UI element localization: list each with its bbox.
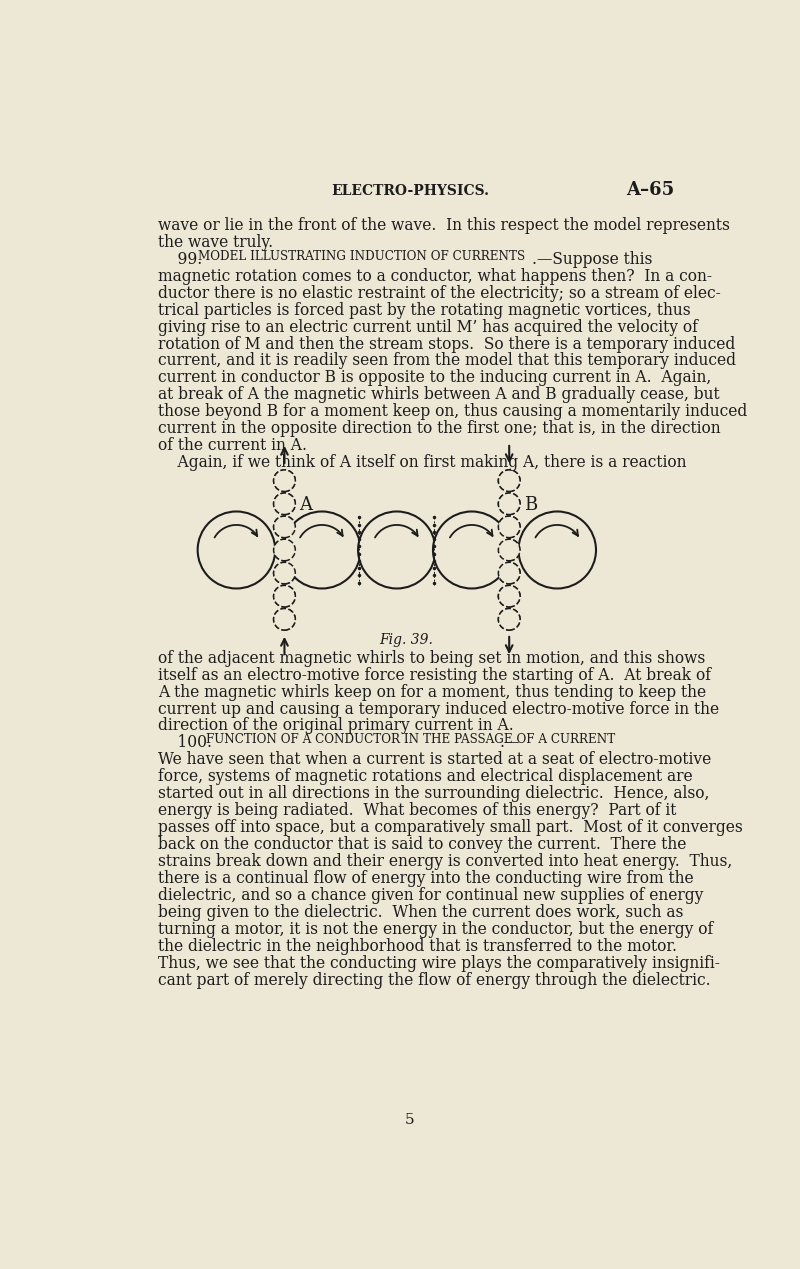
Text: at break of A the magnetic whirls between A and B gradually cease, but: at break of A the magnetic whirls betwee… (158, 386, 720, 404)
Text: ELECTRO-PHYSICS.: ELECTRO-PHYSICS. (331, 184, 489, 198)
Text: back on the conductor that is said to convey the current.  There the: back on the conductor that is said to co… (158, 836, 686, 853)
Text: wave or lie in the front of the wave.  In this respect the model represents: wave or lie in the front of the wave. In… (158, 217, 730, 233)
Text: energy is being radiated.  What becomes of this energy?  Part of it: energy is being radiated. What becomes o… (158, 802, 677, 820)
Text: 99.: 99. (158, 251, 206, 268)
Circle shape (274, 470, 295, 491)
Circle shape (498, 539, 520, 561)
Text: A the magnetic whirls keep on for a moment, thus tending to keep the: A the magnetic whirls keep on for a mome… (158, 684, 706, 700)
Text: turning a motor, it is not the energy in the conductor, but the energy of: turning a motor, it is not the energy in… (158, 921, 714, 938)
Text: cant part of merely directing the flow of energy through the dielectric.: cant part of merely directing the flow o… (158, 972, 710, 989)
Circle shape (274, 492, 295, 514)
Circle shape (498, 585, 520, 607)
Text: B: B (524, 496, 537, 514)
Text: those beyond B for a moment keep on, thus causing a momentarily induced: those beyond B for a moment keep on, thu… (158, 404, 747, 420)
Text: .—Suppose this: .—Suppose this (532, 251, 652, 268)
Circle shape (518, 511, 596, 589)
Text: .—: .— (499, 735, 519, 751)
Text: the wave truly.: the wave truly. (158, 233, 274, 251)
Text: 100.: 100. (158, 735, 215, 751)
Circle shape (274, 585, 295, 607)
Text: started out in all directions in the surrounding dielectric.  Hence, also,: started out in all directions in the sur… (158, 786, 710, 802)
Text: rotation of M and then the stream stops.  So there is a temporary induced: rotation of M and then the stream stops.… (158, 335, 735, 353)
Circle shape (198, 511, 275, 589)
Circle shape (274, 609, 295, 631)
Circle shape (498, 492, 520, 514)
Text: A: A (299, 496, 312, 514)
Text: Fig. 39.: Fig. 39. (379, 633, 433, 647)
Text: of the current in A.: of the current in A. (158, 438, 307, 454)
Circle shape (274, 492, 295, 514)
Circle shape (498, 562, 520, 584)
Text: being given to the dielectric.  When the current does work, such as: being given to the dielectric. When the … (158, 904, 683, 921)
Text: direction of the original primary current in A.: direction of the original primary curren… (158, 717, 514, 735)
Circle shape (274, 539, 295, 561)
Text: current up and causing a temporary induced electro-motive force in the: current up and causing a temporary induc… (158, 700, 719, 717)
Text: current in conductor B is opposite to the inducing current in A.  Again,: current in conductor B is opposite to th… (158, 369, 711, 387)
Text: trical particles is forced past by the rotating magnetic vortices, thus: trical particles is forced past by the r… (158, 302, 690, 319)
Text: strains break down and their energy is converted into heat energy.  Thus,: strains break down and their energy is c… (158, 853, 732, 871)
Text: MODEL ILLUSTRATING INDUCTION OF CURRENTS: MODEL ILLUSTRATING INDUCTION OF CURRENTS (198, 250, 526, 263)
Circle shape (274, 562, 295, 584)
Text: Thus, we see that the conducting wire plays the comparatively insignifi-: Thus, we see that the conducting wire pl… (158, 954, 720, 972)
Text: Again, if we think of A itself on first making A, there is a reaction: Again, if we think of A itself on first … (158, 454, 686, 471)
Text: the dielectric in the neighborhood that is transferred to the motor.: the dielectric in the neighborhood that … (158, 938, 677, 954)
Text: We have seen that when a current is started at a seat of electro-motive: We have seen that when a current is star… (158, 751, 711, 768)
Text: passes off into space, but a comparatively small part.  Most of it converges: passes off into space, but a comparative… (158, 819, 743, 836)
Text: dielectric, and so a chance given for continual new supplies of energy: dielectric, and so a chance given for co… (158, 887, 703, 904)
Circle shape (274, 539, 295, 561)
Circle shape (498, 585, 520, 607)
Circle shape (498, 516, 520, 538)
Circle shape (498, 609, 520, 631)
Text: 5: 5 (405, 1113, 415, 1127)
Text: force, systems of magnetic rotations and electrical displacement are: force, systems of magnetic rotations and… (158, 768, 693, 786)
Circle shape (274, 562, 295, 584)
Circle shape (274, 470, 295, 491)
Circle shape (433, 511, 510, 589)
Text: of the adjacent magnetic whirls to being set in motion, and this shows: of the adjacent magnetic whirls to being… (158, 650, 706, 666)
Text: A–65: A–65 (626, 180, 674, 199)
Circle shape (274, 609, 295, 631)
Circle shape (358, 511, 435, 589)
Text: current, and it is readily seen from the model that this temporary induced: current, and it is readily seen from the… (158, 353, 736, 369)
Circle shape (498, 562, 520, 584)
Circle shape (498, 516, 520, 538)
Text: current in the opposite direction to the first one; that is, in the direction: current in the opposite direction to the… (158, 420, 721, 438)
Circle shape (274, 585, 295, 607)
Text: magnetic rotation comes to a conductor, what happens then?  In a con-: magnetic rotation comes to a conductor, … (158, 268, 712, 284)
Circle shape (274, 516, 295, 538)
Text: there is a continual flow of energy into the conducting wire from the: there is a continual flow of energy into… (158, 871, 694, 887)
Circle shape (498, 470, 520, 491)
Circle shape (498, 492, 520, 514)
Circle shape (498, 470, 520, 491)
Circle shape (274, 516, 295, 538)
Circle shape (498, 539, 520, 561)
Text: itself as an electro-motive force resisting the starting of A.  At break of: itself as an electro-motive force resist… (158, 666, 711, 684)
Circle shape (283, 511, 361, 589)
Text: ductor there is no elastic restraint of the electricity; so a stream of elec-: ductor there is no elastic restraint of … (158, 284, 721, 302)
Circle shape (498, 609, 520, 631)
Text: FUNCTION OF A CONDUCTOR IN THE PASSAGE OF A CURRENT: FUNCTION OF A CONDUCTOR IN THE PASSAGE O… (206, 733, 615, 746)
Text: giving rise to an electric current until M’ has acquired the velocity of: giving rise to an electric current until… (158, 319, 698, 335)
